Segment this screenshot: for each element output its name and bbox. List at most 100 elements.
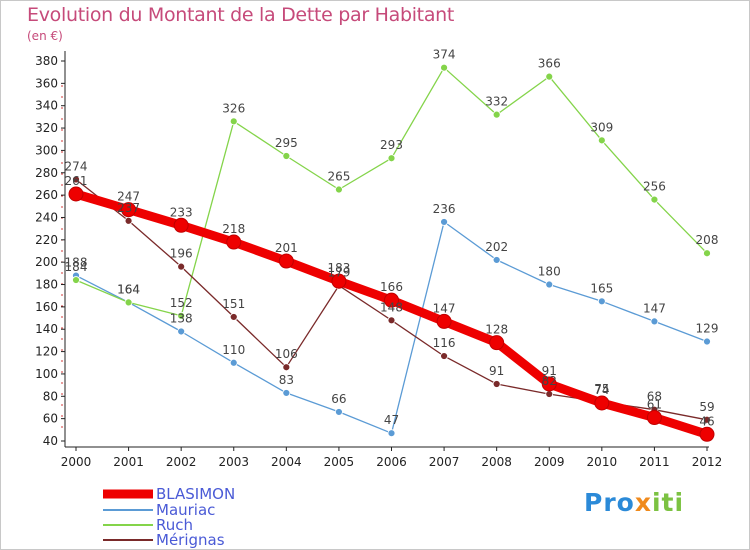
- data-label: 91: [489, 364, 504, 378]
- data-label: 274: [65, 159, 88, 173]
- data-point: [331, 273, 347, 289]
- data-point: [177, 327, 186, 336]
- y-tick-label: 40: [43, 434, 58, 448]
- data-label: 208: [696, 233, 719, 247]
- data-label: 201: [275, 241, 298, 255]
- x-tick-label: 2006: [376, 455, 407, 469]
- legend-label: Mérignas: [156, 531, 225, 549]
- data-label: 68: [647, 390, 662, 404]
- data-point: [282, 389, 291, 397]
- data-label: 59: [699, 400, 714, 414]
- data-point: [646, 410, 662, 426]
- data-point: [440, 352, 448, 360]
- x-tick-label: 2003: [218, 455, 249, 469]
- y-tick-label: 380: [35, 54, 58, 68]
- data-label: 152: [170, 296, 193, 310]
- data-label: 110: [222, 343, 245, 357]
- data-label: 164: [117, 282, 140, 296]
- data-label: 82: [542, 374, 557, 388]
- data-label: 148: [380, 300, 403, 314]
- data-label: 66: [331, 392, 346, 406]
- data-label: 293: [380, 138, 403, 152]
- data-label: 91: [542, 364, 557, 378]
- data-label: 83: [279, 373, 294, 387]
- logo-part-2: x: [634, 488, 652, 517]
- y-tick-label: 60: [43, 412, 58, 426]
- data-point: [384, 292, 399, 308]
- data-label: 265: [327, 170, 350, 184]
- data-label: 218: [222, 222, 245, 236]
- x-tick-label: 2002: [166, 455, 197, 469]
- data-point: [440, 218, 448, 226]
- data-point: [278, 253, 294, 269]
- data-label: 295: [275, 136, 298, 150]
- x-tick-label: 2010: [587, 455, 618, 469]
- data-point: [124, 298, 133, 307]
- data-label: 61: [647, 398, 662, 412]
- data-point: [699, 426, 715, 442]
- data-point: [703, 337, 711, 346]
- data-label: 138: [170, 311, 193, 325]
- logo-part-3: iti: [651, 488, 685, 517]
- data-point: [703, 415, 711, 424]
- x-tick-label: 2000: [61, 455, 92, 469]
- y-tick-label: 160: [35, 300, 58, 314]
- data-label: 196: [170, 247, 193, 261]
- y-tick-label: 300: [35, 143, 58, 157]
- proxiti-logo: Proxiti: [584, 488, 684, 517]
- x-tick-label: 2012: [692, 455, 723, 469]
- data-label: 261: [65, 174, 88, 188]
- data-point: [387, 154, 396, 163]
- y-tick-label: 240: [35, 210, 58, 224]
- data-label: 237: [117, 201, 140, 215]
- data-point: [229, 117, 238, 126]
- x-tick-label: 2007: [429, 455, 460, 469]
- data-point: [436, 313, 452, 329]
- data-label: 75: [594, 382, 609, 396]
- data-label: 46: [699, 414, 714, 428]
- y-tick-label: 120: [35, 345, 58, 359]
- data-label: 247: [117, 190, 140, 204]
- data-point: [335, 408, 343, 416]
- y-tick-label: 280: [35, 166, 58, 180]
- data-label: 366: [538, 57, 561, 71]
- logo-part-1: Pro: [584, 488, 635, 517]
- data-point: [492, 110, 501, 119]
- data-point: [594, 395, 610, 411]
- data-label: 332: [485, 95, 508, 109]
- data-label: 164: [117, 282, 140, 296]
- data-label: 183: [327, 261, 350, 275]
- data-point: [282, 152, 291, 160]
- data-point: [440, 63, 448, 72]
- data-label: 151: [222, 297, 245, 311]
- data-point: [229, 313, 238, 321]
- data-label: 74: [594, 383, 609, 397]
- x-tick-label: 2008: [481, 455, 512, 469]
- data-label: 326: [222, 101, 245, 115]
- data-point: [124, 216, 133, 225]
- series-line-ruch: [75, 67, 708, 317]
- y-tick-label: 100: [35, 367, 58, 381]
- x-tick-label: 2005: [324, 455, 355, 469]
- y-tick-label: 260: [35, 188, 58, 202]
- y-tick-label: 360: [35, 76, 58, 90]
- y-tick-label: 340: [35, 99, 58, 113]
- data-point: [177, 311, 186, 320]
- data-point: [387, 429, 396, 438]
- data-label: 106: [275, 347, 298, 361]
- data-label: 147: [643, 301, 666, 315]
- data-point: [335, 185, 343, 194]
- data-label: 116: [433, 336, 456, 350]
- data-point: [597, 136, 606, 145]
- data-label: 180: [538, 265, 561, 279]
- x-tick-label: 2004: [271, 455, 302, 469]
- data-point: [492, 380, 501, 388]
- legend-label: Mauriac: [156, 501, 215, 519]
- data-point: [177, 262, 186, 271]
- data-point: [489, 335, 505, 351]
- data-point: [72, 276, 80, 284]
- y-tick-label: 180: [35, 278, 58, 292]
- data-point: [387, 316, 396, 325]
